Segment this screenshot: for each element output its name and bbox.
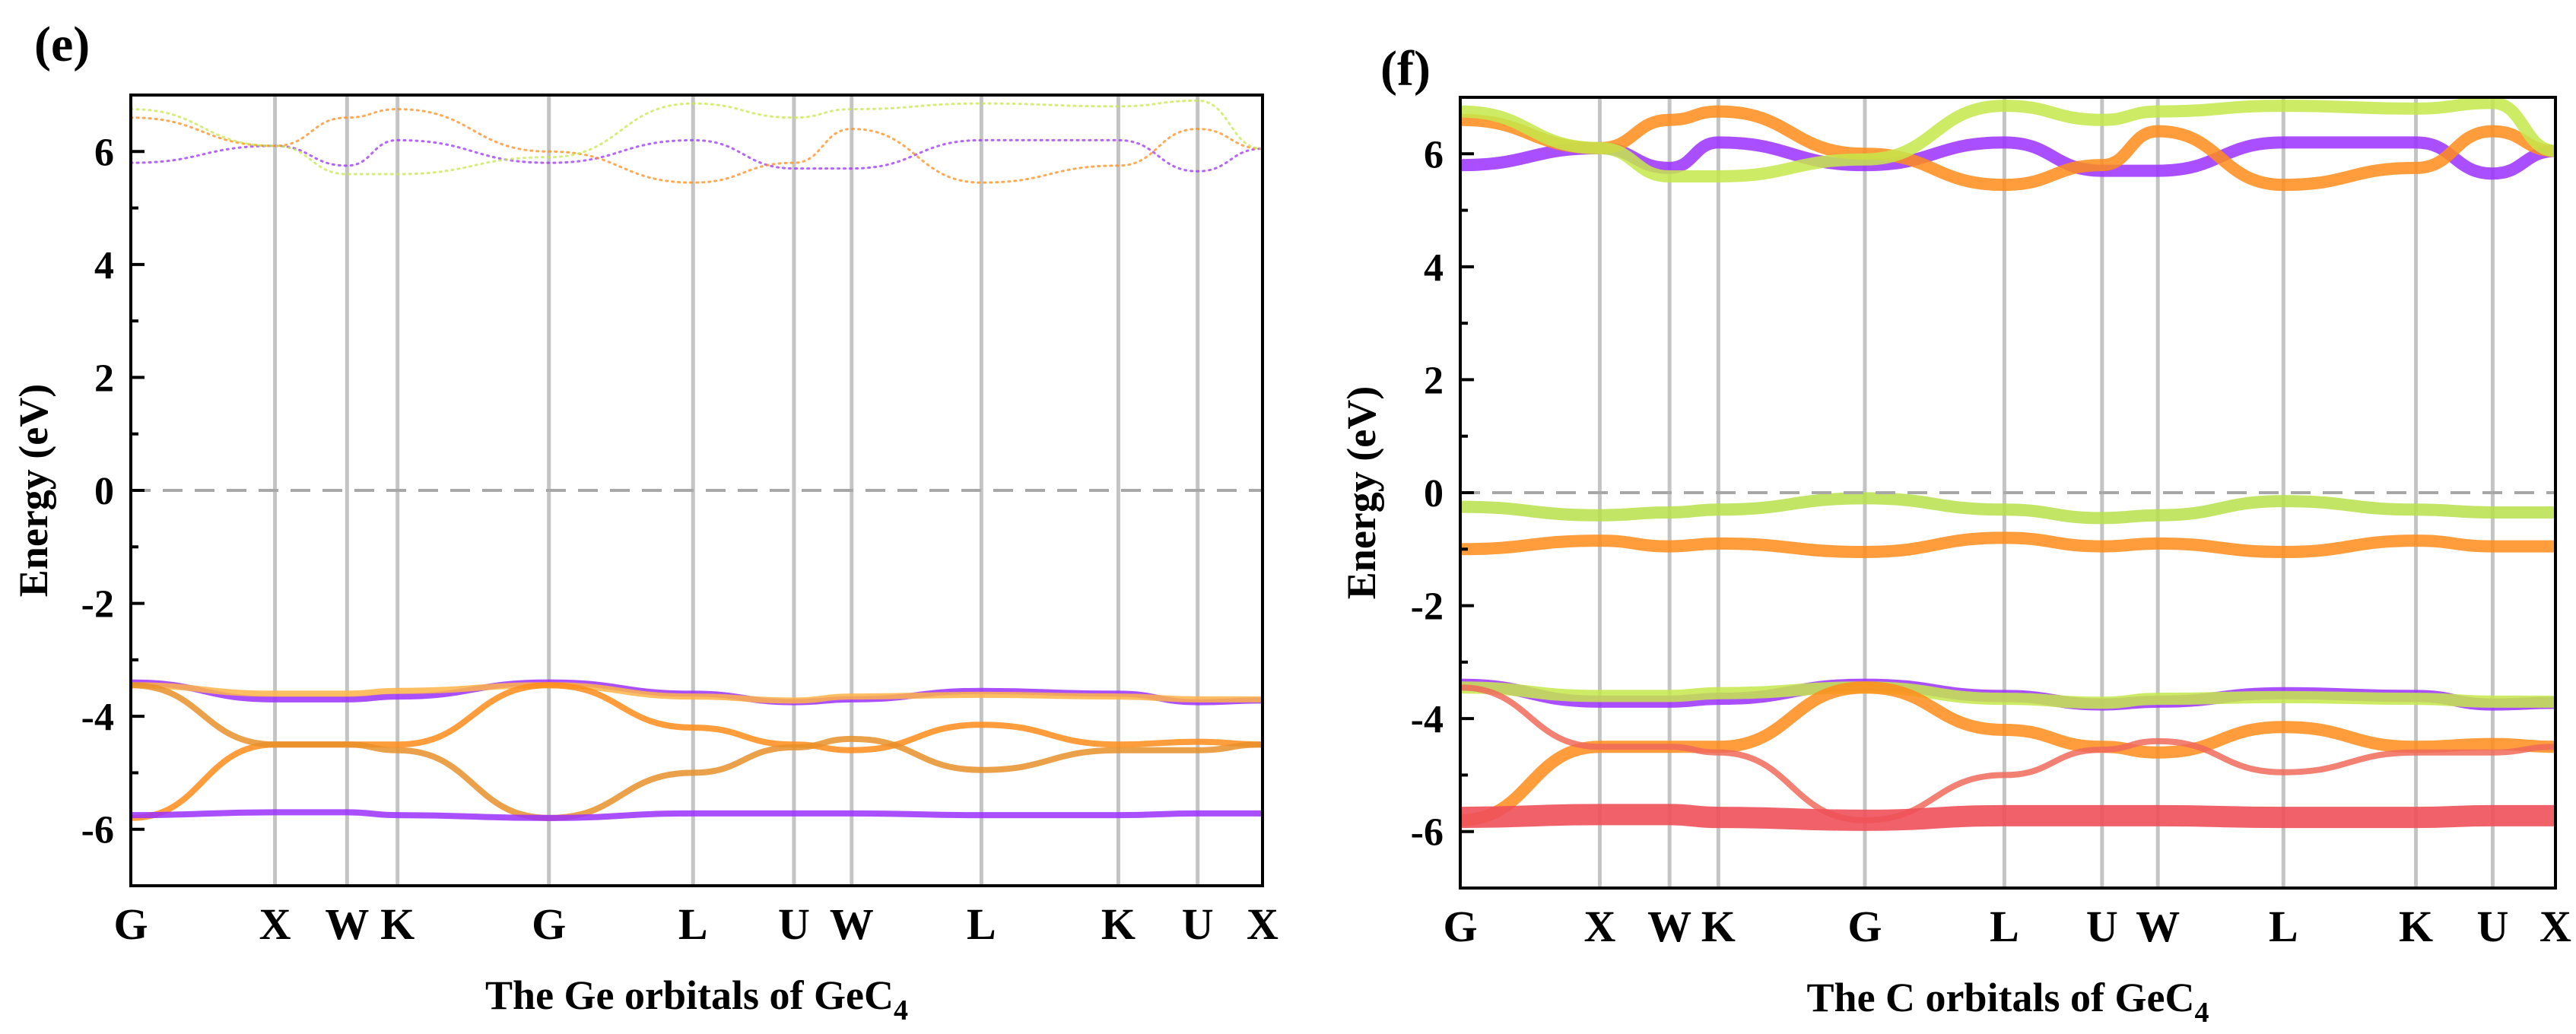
band-conduction-band-2 (131, 108, 1263, 184)
y-tick-label: -6 (1411, 811, 1444, 855)
kpoint-label: U (1182, 899, 1214, 949)
kpoint-label: K (1101, 899, 1136, 949)
band-lowest-band-c-s- (1460, 804, 2555, 831)
y-axis-title: Energy (eV) (1339, 386, 1384, 599)
band-conduction-band-3 (131, 99, 1263, 176)
kpoint-label: W (2136, 902, 2180, 951)
kpoint-label: L (678, 899, 708, 949)
kpoint-label: L (1990, 902, 2019, 951)
kpoint-label: W (830, 899, 874, 949)
kpoint-label: G (1443, 902, 1477, 951)
kpoint-label: U (2477, 902, 2509, 951)
band-middle-band-2 (1460, 684, 2555, 823)
kpoint-label: U (2086, 902, 2118, 951)
band-valence-top-2 (1460, 681, 2555, 709)
y-tick-label: 2 (1424, 359, 1444, 402)
y-tick-label: 2 (94, 357, 114, 400)
band-upper-conduction-band (131, 138, 1263, 173)
band-conduction-band-2 (1460, 105, 2555, 192)
band-conduction-band-3 (1460, 97, 2555, 182)
y-tick-label: 0 (94, 470, 114, 513)
kpoint-label: X (1583, 902, 1615, 951)
kpoint-label: K (2399, 902, 2433, 951)
y-tick-label: -4 (81, 696, 114, 739)
kpoint-label: G (113, 899, 148, 949)
kpoint-label: X (2539, 902, 2571, 951)
y-tick-label: -6 (81, 809, 114, 852)
band-lowest-band (131, 809, 1263, 821)
y-tick-label: 6 (1424, 133, 1444, 176)
y-tick-label: -4 (1411, 698, 1444, 741)
band-valence-top-2 (131, 682, 1263, 704)
kpoint-label: K (1701, 902, 1736, 951)
x-axis-title: The C orbitals of GeC4 (1807, 975, 2209, 1029)
band-middle-band-2 (131, 682, 1263, 821)
y-tick-label: 0 (1424, 472, 1444, 515)
kpoint-label: X (259, 899, 291, 949)
y-tick-label: 6 (94, 131, 114, 174)
kpoint-label: X (1247, 899, 1278, 949)
kpoint-label: W (325, 899, 369, 949)
kpoint-label: W (1647, 902, 1691, 951)
y-axis-title: Energy (eV) (11, 384, 56, 597)
y-tick-label: -2 (81, 583, 114, 626)
y-tick-label: -2 (1411, 585, 1444, 629)
kpoint-label: U (778, 899, 810, 949)
panel-label: (f) (1380, 41, 1431, 97)
y-tick-label: 4 (94, 244, 114, 287)
kpoint-label: G (1847, 902, 1882, 951)
x-axis-title: The Ge orbitals of GeC4 (485, 972, 908, 1026)
band-c-p-valence-manifold-lower (1460, 531, 2555, 559)
panel-label: (e) (34, 17, 90, 72)
kpoint-label: L (2269, 902, 2298, 951)
band-upper-conduction-band (1460, 136, 2555, 180)
y-tick-label: 4 (1424, 246, 1444, 290)
kpoint-label: K (380, 899, 415, 949)
kpoint-label: L (967, 899, 996, 949)
band-c-p-valence-manifold-upper (1460, 492, 2555, 525)
kpoint-label: G (532, 899, 566, 949)
